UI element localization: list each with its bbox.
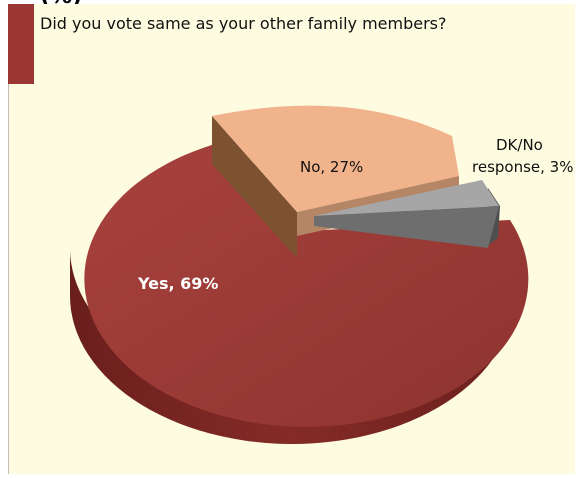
slice-dk-front xyxy=(314,206,499,248)
label-no: No, 27% xyxy=(300,158,363,176)
slice-dk-top xyxy=(314,180,499,216)
slice-no-top xyxy=(212,105,459,212)
label-dk-line1: DK/No xyxy=(496,136,543,154)
title-accent-bar xyxy=(8,4,34,84)
slice-yes xyxy=(69,142,529,444)
cropped-top-text: (%) xyxy=(40,0,260,7)
label-dk-line2: response, 3% xyxy=(472,158,573,176)
slice-no-side xyxy=(212,116,297,258)
chart-title: Did you vote same as your other family m… xyxy=(40,14,447,33)
slice-yes-top xyxy=(84,142,529,427)
slice-dk xyxy=(314,180,500,248)
label-yes: Yes, 69% xyxy=(137,274,218,293)
panel-left-edge xyxy=(8,4,9,474)
